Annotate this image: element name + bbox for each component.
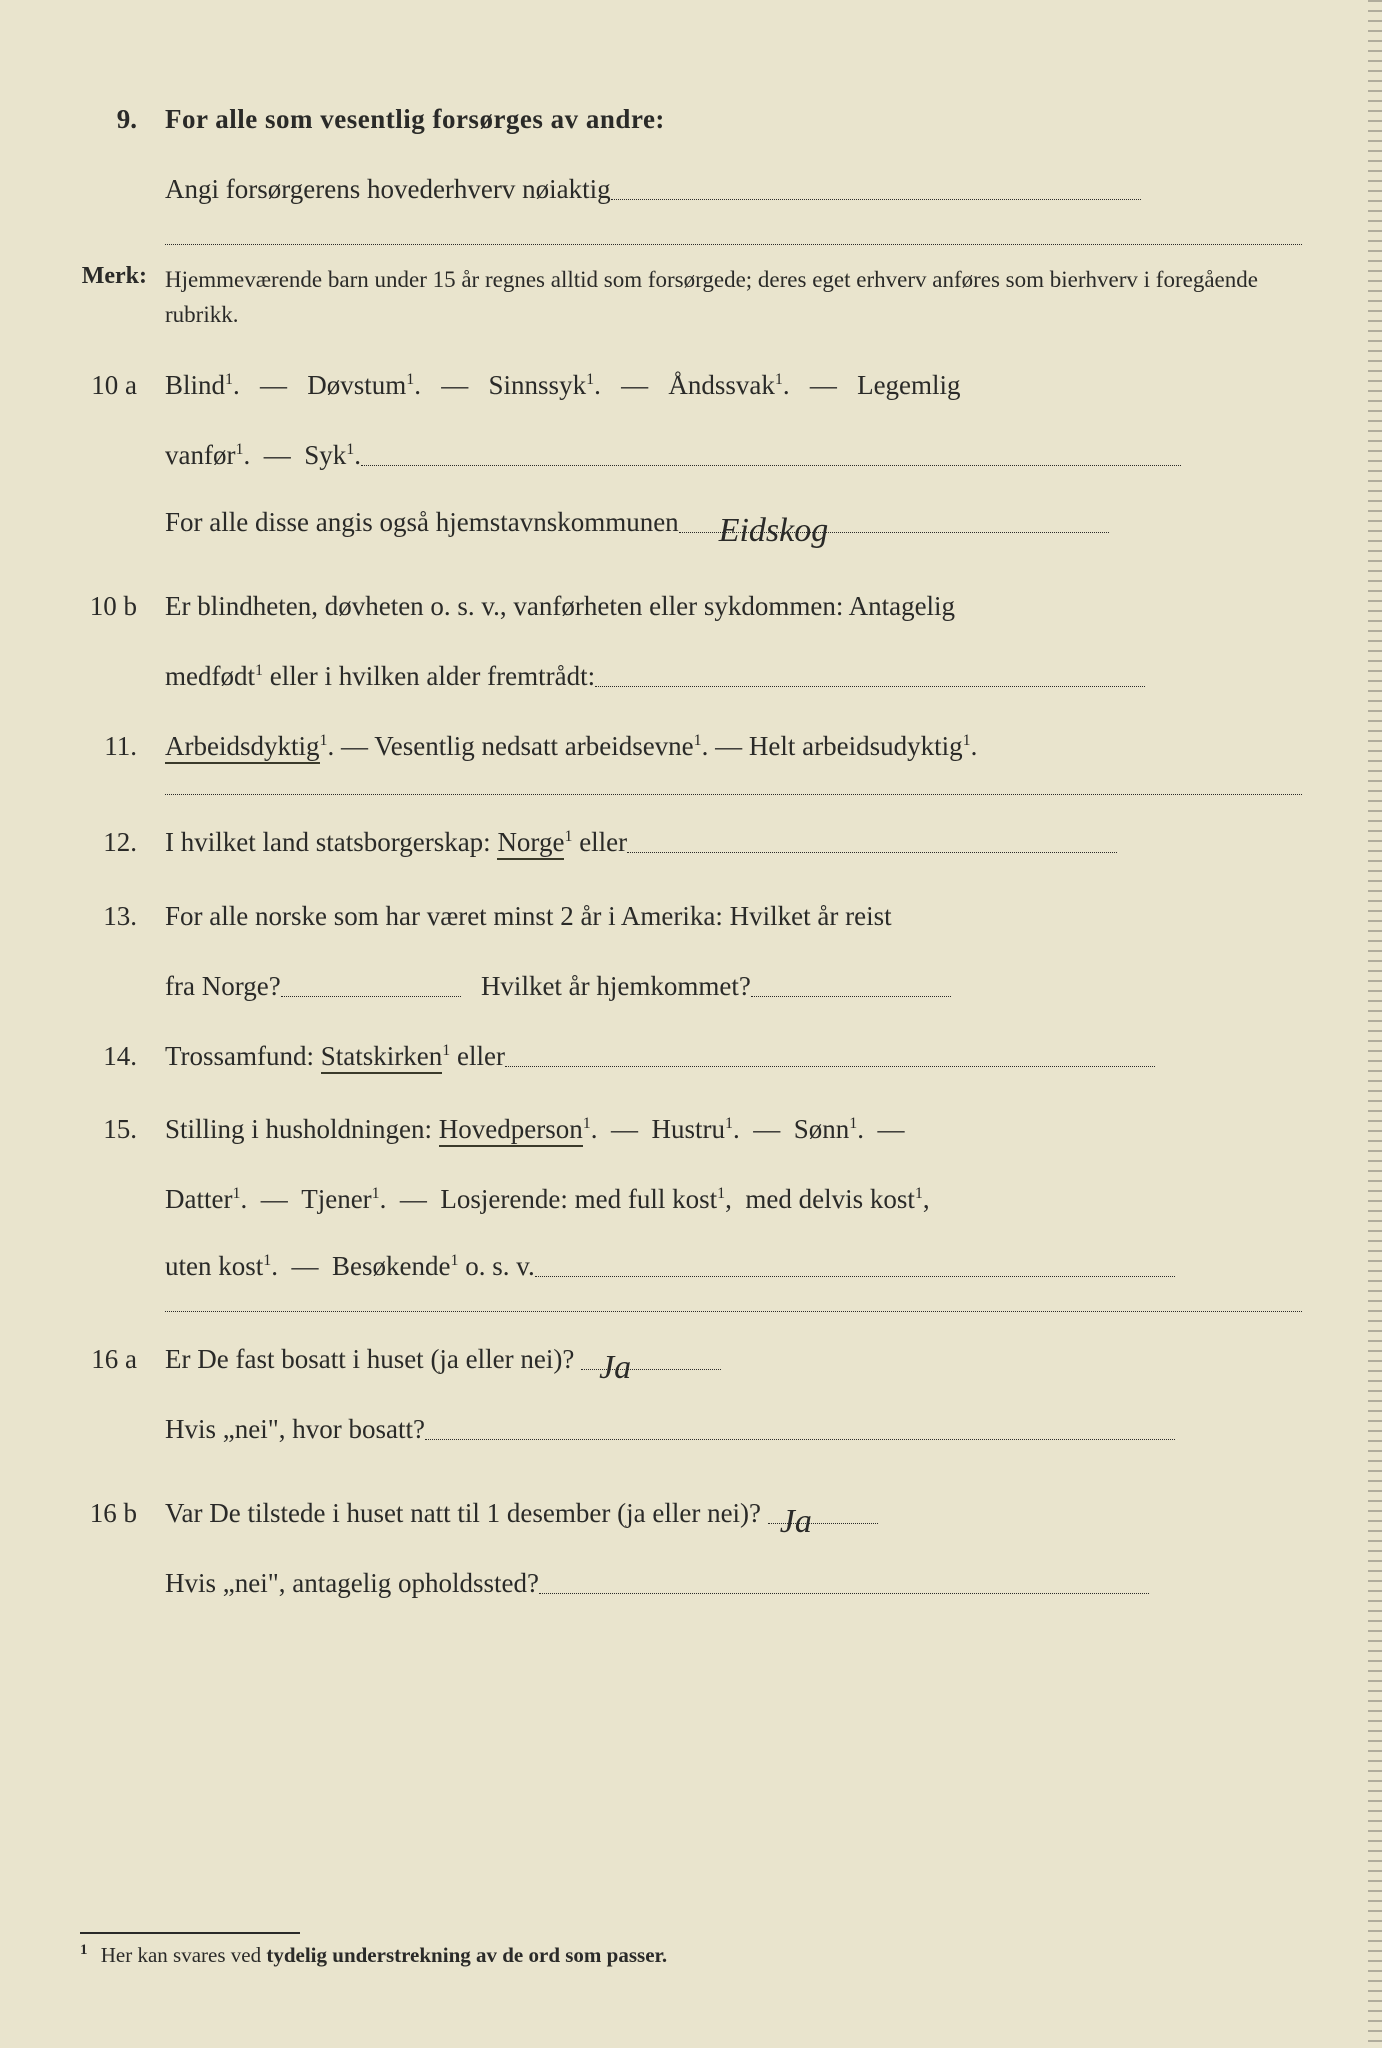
footnote-rule [80,1932,300,1934]
q13-blank2 [751,996,951,997]
q10a-line3-wrap: For alle disse angis også hjemstavnskomm… [165,496,1302,549]
q10a-number: 10 a [70,356,165,415]
q15-row2: Datter1. — Tjener1. — Losjerende: med fu… [70,1173,1302,1226]
q10a-line1: Blind1. — Døvstum1. — Sinnssyk1. — Åndss… [165,359,1302,412]
q10a-row3: For alle disse angis også hjemstavnskomm… [70,496,1302,549]
q9-blank [611,199,1141,200]
q10a-syk-blank [361,465,1181,466]
q11-nedsatt: Vesentlig nedsatt arbeidsevne [374,731,693,761]
q12-row: 12. I hvilket land statsborgerskap: Norg… [70,813,1302,872]
q10b-row2: medfødt1 eller i hvilken alder fremtrådt… [70,650,1302,703]
q16a-line2-wrap: Hvis „nei", hvor bosatt? [165,1403,1302,1456]
q9-row2: Angi forsørgerens hovederhverv nøiaktig [70,163,1302,216]
q15-row1: 15. Stilling i husholdningen: Hovedperso… [70,1100,1302,1159]
footnote-bold: tydelig understrekning av de ord som pas… [266,1943,667,1967]
q13-row1: 13. For alle norske som har været minst … [70,887,1302,946]
q10a-line3: For alle disse angis også hjemstavnskomm… [165,507,679,537]
q14-number: 14. [70,1027,165,1086]
q15-line1: Stilling i husholdningen: Hovedperson1. … [165,1103,1302,1156]
q10b-line2: medfødt1 eller i hvilken alder fremtrådt… [165,650,1302,703]
q10a-row2: vanfør1. — Syk1. [70,429,1302,482]
q15-continuation-line [165,1311,1302,1312]
q14-blank [505,1066,1155,1067]
q15-blank [535,1276,1175,1277]
q14-statskirken: Statskirken [321,1041,443,1074]
q16b-blank1: Ja [768,1523,878,1524]
q10b-line1: Er blindheten, døvheten o. s. v., vanfør… [165,580,1302,633]
q16a-line1-wrap: Er De fast bosatt i huset (ja eller nei)… [165,1333,1302,1386]
footnote-pre: Her kan svares ved [101,1943,267,1967]
q12-norge: Norge [497,827,564,860]
q16a-blank2 [425,1439,1175,1440]
merk-text: Hjemmeværende barn under 15 år regnes al… [165,263,1302,332]
q15-line2: Datter1. — Tjener1. — Losjerende: med fu… [165,1173,1302,1226]
q11-udyktig: Helt arbeidsudyktig [749,731,963,761]
q9-line2-wrap: Angi forsørgerens hovederhverv nøiaktig [165,163,1302,216]
q11-arbeidsdyktig: Arbeidsdyktig [165,731,320,764]
q9-row1: 9. For alle som vesentlig forsørges av a… [70,90,1302,149]
q9-continuation-line [165,244,1302,245]
q15-hovedperson: Hovedperson [439,1114,583,1147]
q16a-number: 16 a [70,1330,165,1389]
document-page: 9. For alle som vesentlig forsørges av a… [0,0,1382,2048]
q11-continuation-line [165,794,1302,795]
q16a-row2: Hvis „nei", hvor bosatt? [70,1403,1302,1456]
q9-number: 9. [70,90,165,149]
q10a-handwritten: Eidskog [719,498,829,564]
q13-blank1 [281,996,461,997]
q12-blank [627,852,1117,853]
q16b-line1-wrap: Var De tilstede i huset natt til 1 desem… [165,1487,1302,1540]
q11-number: 11. [70,717,165,776]
q12-content: I hvilket land statsborgerskap: Norge1 e… [165,816,1302,869]
footnote: 1 Her kan svares ved tydelig understrekn… [80,1932,667,1968]
page-deckle-edge [1368,0,1382,2048]
q16b-row1: 16 b Var De tilstede i huset natt til 1 … [70,1484,1302,1543]
q16b-line2: Hvis „nei", antagelig opholdssted? [165,1568,539,1598]
q10b-blank [595,686,1145,687]
q16b-handwritten: Ja [780,1489,812,1555]
q15-line3: uten kost1. — Besøkende1 o. s. v. [165,1240,1302,1293]
q14-content: Trossamfund: Statskirken1 eller [165,1030,1302,1083]
merk-label: Merk: [70,263,165,290]
q16b-number: 16 b [70,1484,165,1543]
q16b-line2-wrap: Hvis „nei", antagelig opholdssted? [165,1557,1302,1610]
q13-row2: fra Norge? Hvilket år hjemkommet? [70,960,1302,1013]
q16a-line1: Er De fast bosatt i huset (ja eller nei)… [165,1344,574,1374]
q16b-line1: Var De tilstede i huset natt til 1 desem… [165,1498,761,1528]
q13-number: 13. [70,887,165,946]
q10b-row1: 10 b Er blindheten, døvheten o. s. v., v… [70,577,1302,636]
q13-line2: fra Norge? Hvilket år hjemkommet? [165,960,1302,1013]
q9-line2: Angi forsørgerens hovederhverv nøiaktig [165,174,611,204]
merk-row: Merk: Hjemmeværende barn under 15 år reg… [70,263,1302,332]
q15-number: 15. [70,1100,165,1159]
q16a-line2: Hvis „nei", hvor bosatt? [165,1414,425,1444]
q16a-handwritten: Ja [599,1335,631,1401]
q10b-number: 10 b [70,577,165,636]
q13-line1: For alle norske som har været minst 2 år… [165,890,1302,943]
q9-line1: For alle som vesentlig forsørges av andr… [165,93,1302,146]
q10a-row1: 10 a Blind1. — Døvstum1. — Sinnssyk1. — … [70,356,1302,415]
q16b-blank2 [539,1593,1149,1594]
q15-row3: uten kost1. — Besøkende1 o. s. v. [70,1240,1302,1293]
q16a-blank1: Ja [581,1369,721,1370]
q14-row: 14. Trossamfund: Statskirken1 eller [70,1027,1302,1086]
q12-number: 12. [70,813,165,872]
q10a-line2: vanfør1. — Syk1. [165,429,1302,482]
footnote-number: 1 [80,1942,88,1958]
q10a-kommune-blank: Eidskog [679,532,1109,533]
q16b-row2: Hvis „nei", antagelig opholdssted? [70,1557,1302,1610]
q16a-row1: 16 a Er De fast bosatt i huset (ja eller… [70,1330,1302,1389]
q11-row: 11. Arbeidsdyktig1. — Vesentlig nedsatt … [70,717,1302,776]
q11-content: Arbeidsdyktig1. — Vesentlig nedsatt arbe… [165,720,1302,773]
